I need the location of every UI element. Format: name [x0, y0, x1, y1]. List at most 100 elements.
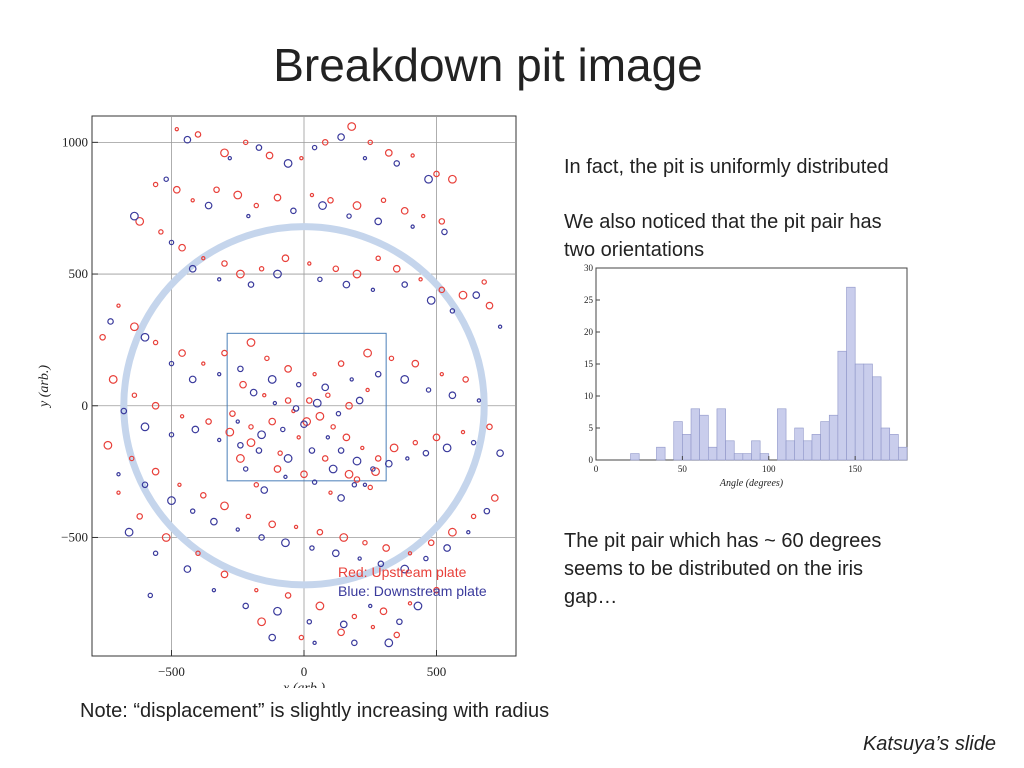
upstream-pit-point — [151, 401, 160, 410]
upstream-pit-point — [99, 333, 106, 341]
upstream-pit-point — [221, 349, 228, 357]
downstream-pit-point — [393, 160, 401, 167]
upstream-pit-point — [460, 429, 466, 435]
downstream-pit-point — [321, 383, 330, 392]
downstream-pit-point — [257, 430, 267, 440]
histogram-bar — [837, 350, 847, 461]
downstream-pit-point — [129, 211, 139, 221]
downstream-pit-point — [258, 534, 265, 541]
upstream-pit-point — [448, 527, 457, 537]
upstream-pit-point — [220, 570, 229, 579]
upstream-pit-point — [235, 269, 245, 279]
downstream-pit-point — [384, 459, 393, 468]
upstream-pit-point — [239, 380, 247, 389]
slide-credit: Katsuya’s slide — [862, 733, 996, 755]
downstream-pit-point — [352, 456, 362, 466]
downstream-pit-point — [255, 144, 263, 151]
upstream-pit-point — [393, 631, 401, 639]
downstream-pit-point — [317, 276, 323, 283]
upstream-pit-point — [344, 469, 354, 479]
upstream-pit-point — [116, 490, 121, 495]
downstream-pit-point — [268, 633, 277, 642]
downstream-pit-point — [384, 638, 394, 648]
upstream-pit-point — [116, 303, 121, 308]
downstream-pit-point — [204, 201, 213, 210]
upstream-pit-point — [315, 411, 325, 421]
downstream-pit-point — [295, 381, 302, 388]
hist-x-tick-label: 50 — [678, 464, 688, 474]
statement-iris-gap: The pit pair which has ~ 60 degrees seem… — [564, 527, 881, 611]
histogram-svg: 0 50 100 150 0 5 10 15 20 25 30 Angle (degrees) — [584, 263, 908, 489]
upstream-pit-point — [268, 417, 277, 426]
downstream-pit-point — [311, 479, 318, 485]
downstream-pit-point — [168, 360, 175, 367]
upstream-pit-point — [392, 264, 401, 273]
downstream-pit-point — [325, 435, 331, 440]
histogram-bar — [880, 427, 891, 461]
downstream-pit-point — [237, 441, 244, 449]
upstream-pit-point — [277, 450, 283, 456]
histogram-bar — [854, 363, 865, 461]
x-tick-label: 0 — [301, 664, 308, 679]
downstream-pit-point — [235, 419, 240, 424]
upstream-pit-point — [293, 524, 299, 530]
downstream-pit-point — [116, 472, 121, 477]
downstream-pit-point — [472, 291, 481, 299]
histogram-bar — [708, 446, 718, 461]
upstream-pit-point — [103, 440, 113, 450]
histogram-bar — [699, 414, 709, 461]
upstream-pit-point — [172, 185, 181, 194]
upstream-pit-point — [296, 435, 301, 440]
downstream-pit-point — [335, 410, 342, 417]
downstream-pit-point — [246, 213, 251, 219]
downstream-pit-point — [483, 507, 491, 515]
histogram-bar — [820, 421, 830, 461]
upstream-pit-point — [129, 322, 139, 332]
downstream-pit-point — [443, 544, 451, 552]
upstream-pit-point — [264, 355, 270, 362]
upstream-pit-point — [321, 139, 329, 146]
hist-y-tick-label: 25 — [584, 295, 594, 305]
upstream-pit-point — [374, 455, 382, 462]
downstream-pit-point — [283, 474, 288, 480]
downstream-pit-point — [422, 449, 430, 457]
upstream-pit-point — [108, 375, 118, 384]
downstream-pit-point — [370, 466, 376, 472]
upstream-pit-point — [363, 348, 373, 358]
upstream-pit-point — [330, 424, 336, 430]
upstream-pit-point — [352, 269, 362, 279]
downstream-pit-point — [152, 550, 159, 557]
upstream-pit-point — [438, 286, 446, 294]
x-tick-label: −500 — [158, 664, 185, 679]
statement-uniform-text: In fact, the pit is uniformly distribute… — [564, 156, 889, 178]
hist-x-tick-label: 150 — [848, 464, 862, 474]
upstream-pit-point — [152, 339, 159, 346]
upstream-pit-point — [245, 513, 252, 520]
hist-y-tick-label: 0 — [589, 455, 594, 465]
downstream-pit-point — [337, 494, 345, 502]
downstream-pit-point — [210, 517, 218, 526]
upstream-pit-point — [300, 470, 308, 479]
upstream-pit-point — [347, 122, 357, 131]
downstream-pit-point — [312, 640, 317, 646]
upstream-pit-point — [161, 533, 171, 542]
upstream-pit-point — [360, 445, 365, 451]
downstream-pit-point — [272, 400, 278, 406]
legend-downstream: Blue: Downstream plate — [338, 583, 487, 599]
upstream-pit-point — [307, 261, 312, 266]
hist-y-tick-label: 10 — [584, 391, 594, 401]
upstream-pit-point — [213, 186, 220, 194]
upstream-pit-point — [201, 256, 206, 261]
statement-iris-gap-line3: gap… — [564, 586, 618, 608]
histogram-bar — [803, 440, 813, 461]
histogram-bar — [751, 440, 761, 461]
upstream-pit-point — [174, 126, 179, 132]
downstream-pit-point — [168, 239, 175, 246]
upstream-pit-point — [246, 338, 256, 347]
downstream-pit-point — [426, 295, 436, 305]
downstream-pit-point — [280, 426, 286, 433]
downstream-pit-point — [242, 466, 249, 472]
histogram-bar — [777, 408, 787, 461]
downstream-pit-point — [283, 159, 293, 168]
downstream-pit-point — [405, 456, 410, 461]
